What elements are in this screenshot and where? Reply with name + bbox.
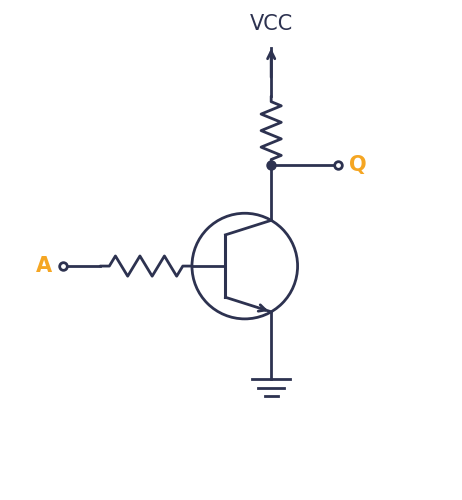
Text: VCC: VCC — [249, 14, 293, 34]
Text: A: A — [36, 256, 52, 276]
Text: Q: Q — [349, 155, 367, 175]
